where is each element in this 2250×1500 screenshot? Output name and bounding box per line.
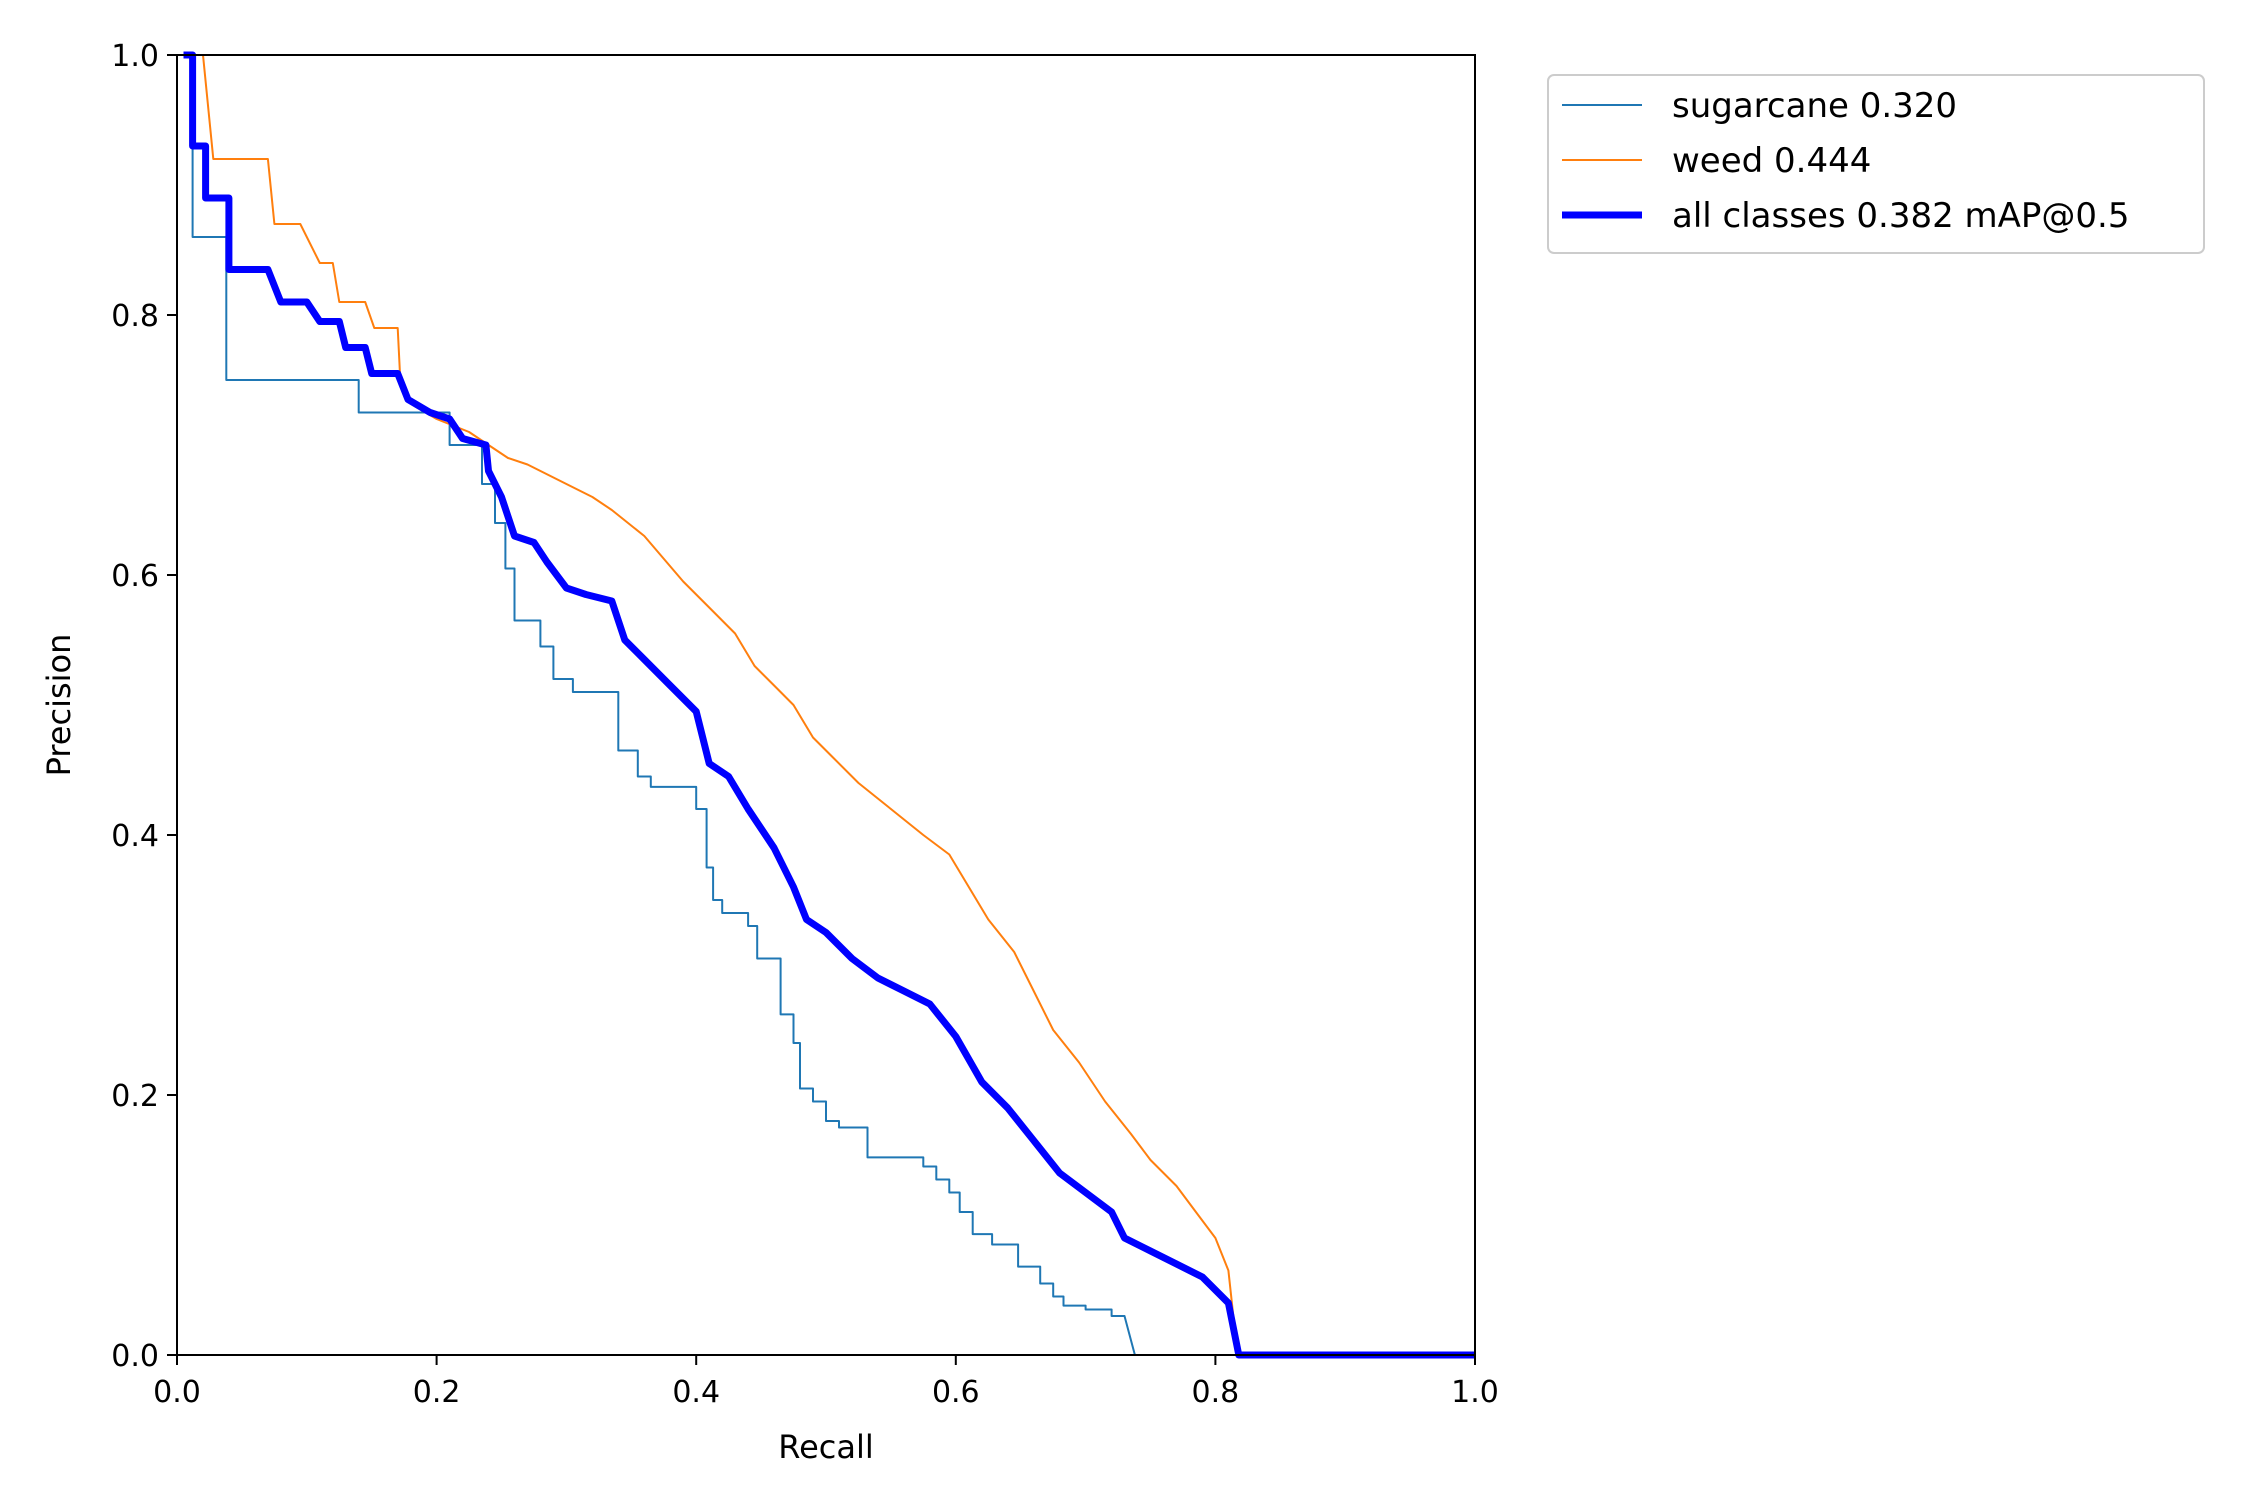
x-axis-label: Recall (778, 1428, 873, 1466)
x-tick-label: 1.0 (1451, 1375, 1499, 1410)
legend-label-weed: weed 0.444 (1672, 141, 1871, 181)
series-line-1 (202, 54, 1475, 1356)
legend-label-all-classes: all classes 0.382 mAP@0.5 (1672, 196, 2129, 236)
y-tick-label: 0.0 (111, 1339, 159, 1374)
series-line-2 (183, 51, 1475, 1359)
y-tick-label: 0.4 (111, 819, 159, 854)
y-tick-label: 0.6 (111, 559, 159, 594)
y-tick-label: 1.0 (111, 39, 159, 74)
y-tick-label: 0.8 (111, 299, 159, 334)
y-axis: 0.0 0.2 0.4 0.6 0.8 1.0 (111, 39, 177, 1374)
x-tick-label: 0.0 (153, 1375, 201, 1410)
x-tick-label: 0.4 (672, 1375, 720, 1410)
series-line-0 (177, 54, 1475, 1356)
plot-frame (176, 54, 1476, 1356)
x-tick-label: 0.6 (932, 1375, 980, 1410)
x-axis: 0.0 0.2 0.4 0.6 0.8 1.0 (153, 1355, 1499, 1410)
y-axis-label: Precision (40, 634, 78, 777)
x-tick-label: 0.2 (413, 1375, 461, 1410)
x-tick-label: 0.8 (1192, 1375, 1240, 1410)
series-layer (177, 51, 1475, 1359)
legend-label-sugarcane: sugarcane 0.320 (1672, 86, 1957, 126)
y-tick-label: 0.2 (111, 1079, 159, 1114)
legend-box (1547, 74, 2205, 254)
legend: sugarcane 0.320 weed 0.444 all classes 0… (1547, 74, 2205, 254)
